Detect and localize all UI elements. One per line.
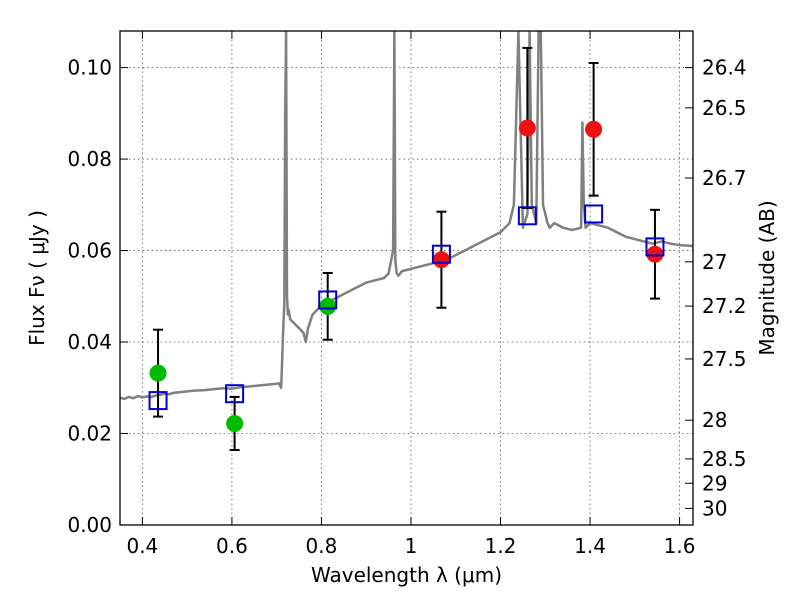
photometry-point bbox=[646, 245, 664, 263]
model-square-marker bbox=[431, 244, 451, 264]
x-tick-label: 0.8 bbox=[306, 534, 338, 558]
x-tick-label: 1.6 bbox=[664, 534, 696, 558]
model-square-marker bbox=[517, 206, 537, 226]
photometry-point bbox=[319, 297, 337, 315]
mag-tick-label: 30 bbox=[702, 496, 727, 520]
mag-tick-label: 27.2 bbox=[702, 294, 747, 318]
x-tick-label: 0.6 bbox=[216, 534, 248, 558]
model-square-marker bbox=[148, 391, 168, 411]
mag-tick-label: 29 bbox=[702, 471, 727, 495]
y-tick-label: 0.00 bbox=[67, 513, 112, 537]
y2-axis-label: Magnitude (AB) bbox=[755, 200, 779, 355]
mag-tick-label: 26.4 bbox=[702, 56, 747, 80]
mag-tick-label: 27.5 bbox=[702, 347, 747, 371]
photometry-point bbox=[226, 414, 244, 432]
photometry-point bbox=[149, 364, 167, 382]
photometry-point bbox=[518, 119, 536, 137]
x-tick-label: 0.4 bbox=[126, 534, 158, 558]
mag-tick-label: 27 bbox=[702, 250, 727, 274]
photometry-point bbox=[432, 251, 450, 269]
model-square-marker bbox=[584, 204, 604, 224]
y-tick-label: 0.06 bbox=[67, 239, 112, 263]
x-axis-label: Wavelength λ (μm) bbox=[311, 563, 502, 587]
plot-frame bbox=[119, 30, 694, 526]
x-tick-label: 1.2 bbox=[485, 534, 517, 558]
model-square-marker bbox=[318, 290, 338, 310]
tick-layer: 0.4 0.6 0.8 1 1.2 1.4 1.6 0.00 0.02 0.04 0.06 0.08 0… bbox=[67, 31, 747, 558]
y-tick-label: 0.10 bbox=[67, 56, 112, 80]
y-axis-label: Flux Fν ( μJy ) bbox=[25, 210, 49, 346]
mag-tick-label: 28 bbox=[702, 408, 727, 432]
x-tick-label: 1.4 bbox=[574, 534, 606, 558]
mag-tick-label: 28.5 bbox=[702, 447, 747, 471]
y-tick-label: 0.02 bbox=[67, 422, 112, 446]
spectrum-line bbox=[120, 31, 693, 401]
model-square-marker bbox=[645, 237, 665, 257]
photometry-point bbox=[585, 120, 603, 138]
y-tick-label: 0.04 bbox=[67, 330, 112, 354]
spectrum-layer bbox=[120, 31, 693, 401]
marker-layer bbox=[148, 119, 665, 432]
model-square-marker bbox=[225, 384, 245, 404]
y-tick-label: 0.08 bbox=[67, 147, 112, 171]
mag-tick-label: 26.7 bbox=[702, 166, 747, 190]
x-tick-label: 1 bbox=[405, 534, 418, 558]
mag-tick-label: 26.5 bbox=[702, 96, 747, 120]
